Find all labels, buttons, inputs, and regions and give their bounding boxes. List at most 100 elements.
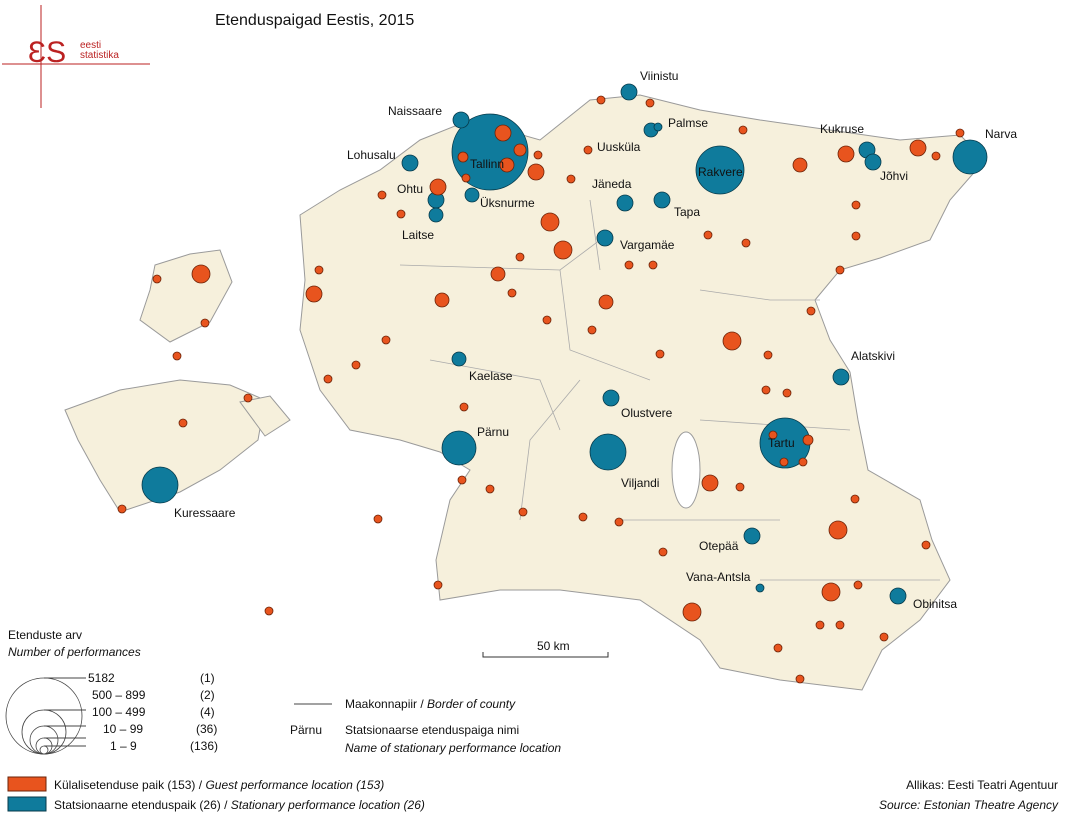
size-count: (36) [196,722,217,736]
guest-location [566,174,576,184]
guest-location [485,484,495,494]
place-label: Viljandi [621,476,659,490]
place-label: Naissaare [388,104,442,118]
guest-location [655,349,665,359]
guest-location [264,606,274,616]
place-labels: Viinistu Naissaare Palmse Kukruse Narva … [174,69,1017,611]
place-label: Kaelase [469,369,513,383]
land [64,94,986,691]
size-count: (2) [200,688,215,702]
guest-location [821,582,841,602]
guest-location [645,98,655,108]
stationary-location [653,122,663,132]
guest-location [658,547,668,557]
stationary-location [441,430,477,466]
guest-location [738,125,748,135]
guest-location [513,143,527,157]
size-range: 10 – 99 [103,722,143,736]
guest-location [507,288,517,298]
place-label: Pärnu [477,425,509,439]
guest-location [172,351,182,361]
guest-location [457,475,467,485]
legend-text: Stationary performance location (26) [231,798,425,812]
guest-location [117,504,127,514]
source: Allikas: Eesti Teatri Agentuur [906,778,1058,792]
legend-text: Statsionaarse etenduspaiga nimi [345,723,519,737]
guest-location [596,95,606,105]
place-label: Lohusalu [347,148,396,162]
stationary-location [589,433,627,471]
guest-location [782,388,792,398]
guest-location [351,360,361,370]
guest-location [381,335,391,345]
guest-location [792,157,808,173]
legend-stationary: Statsionaarne etenduspaik (26) / Station… [54,798,425,812]
guest-location [931,151,941,161]
guest-location [837,145,855,163]
legend-text: Border of county [427,697,516,711]
legend-text: Külalisetenduse paik (153) / [54,778,205,792]
scale-bar: 50 km [482,639,609,658]
guest-location [850,494,860,504]
stationary-location [743,527,761,545]
stationary-location [755,583,765,593]
size-range: 1 – 9 [110,739,137,753]
map-title: Etenduspaigad Eestis, 2015 [215,12,414,29]
guest-location [459,402,469,412]
logo: ƐS eesti statistika [2,5,150,108]
guest-location [518,507,528,517]
place-label: Jäneda [592,177,632,191]
guest-location [763,350,773,360]
stationary-location [451,351,467,367]
stationary-location [464,187,480,203]
guest-location [429,178,447,196]
logo-text: eesti [80,40,101,51]
guest-location [152,274,162,284]
place-label: Otepää [699,539,739,553]
guest-location [583,145,593,155]
legend-title: Number of performances [8,645,141,659]
logo-mark: ƐS [28,36,66,69]
guest-location [614,517,624,527]
place-label: Üksnurme [480,196,535,210]
guest-location [377,190,387,200]
guest-location [909,139,927,157]
guest-location [457,151,469,163]
place-label: Tartu [768,436,795,450]
place-label: Uusküla [597,140,641,154]
guest-location [178,418,188,428]
guest-location [851,200,861,210]
performance-locations [117,83,988,684]
legend-text: Name of stationary performance location [345,741,561,755]
guest-location [243,393,253,403]
guest-location [835,620,845,630]
place-label: Palmse [668,116,708,130]
guest-location [624,260,634,270]
legend-text: Maakonnapiir / [345,697,427,711]
place-label: Vargamäe [620,238,675,252]
place-label: Kuressaare [174,506,236,520]
guest-location [648,260,658,270]
stationary-location [452,111,470,129]
stationary-location [620,83,638,101]
guest-location [5,677,83,755]
place-label: Olustvere [621,406,673,420]
guest-location [527,163,545,181]
stationary-location [832,368,850,386]
guest-location [540,212,560,232]
stationary-location [401,154,419,172]
size-range: 100 – 499 [92,705,146,719]
stationary-location [616,194,634,212]
size-count: (1) [200,671,215,685]
guest-location [499,157,515,173]
place-label: Ohtu [397,182,423,196]
guest-location [542,315,552,325]
legend-guest: Külalisetenduse paik (153) / Guest perfo… [54,778,384,792]
place-label: Rakvere [698,165,743,179]
place-label: Narva [985,127,1017,141]
guest-location [835,265,845,275]
guest-location [598,294,614,310]
guest-location [533,150,543,160]
guest-location [773,643,783,653]
